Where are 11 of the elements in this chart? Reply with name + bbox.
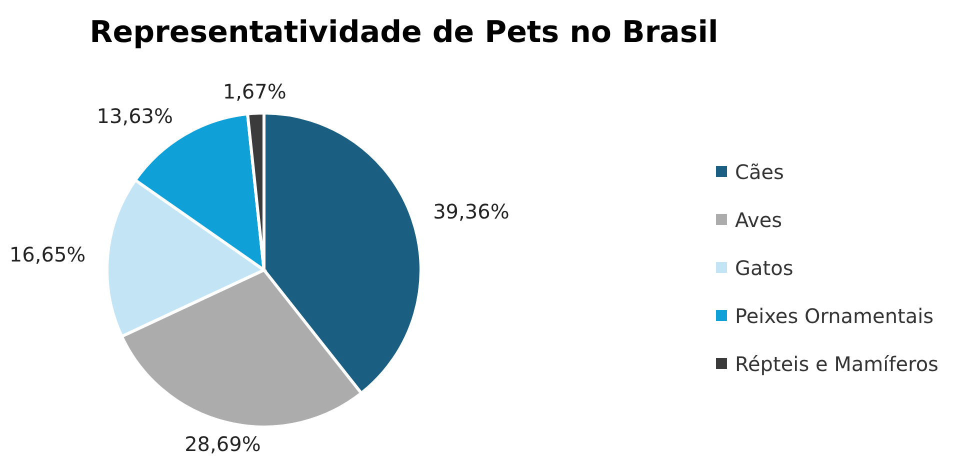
legend-label: Répteis e Mamíferos <box>735 352 938 376</box>
chart-title: Representatividade de Pets no Brasil <box>90 15 718 50</box>
legend-label: Cães <box>735 160 784 184</box>
data-label: 13,63% <box>96 104 174 128</box>
legend-label: Aves <box>735 208 782 232</box>
data-label: 1,67% <box>222 79 286 104</box>
legend-label: Gatos <box>735 256 794 280</box>
data-label: 16,65% <box>9 242 86 267</box>
data-label: 39,36% <box>433 199 510 224</box>
legend-label: Peixes Ornamentais <box>735 304 934 328</box>
data-label: 28,69% <box>184 432 261 456</box>
